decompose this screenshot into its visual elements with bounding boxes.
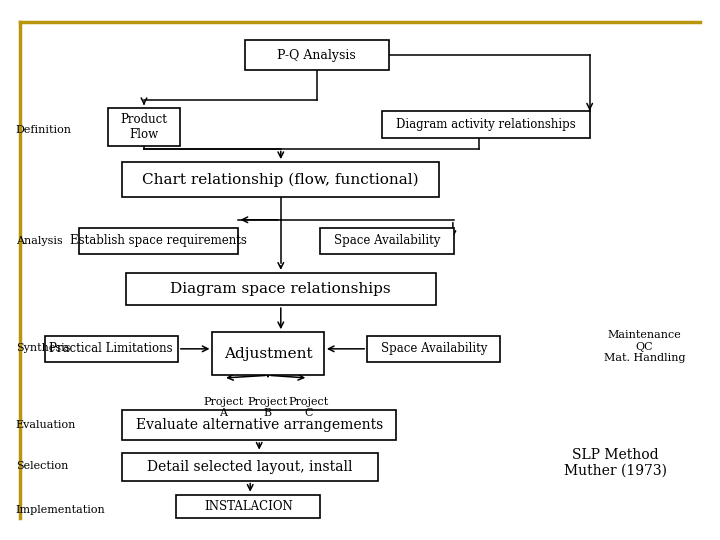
Bar <box>122 162 439 197</box>
Bar <box>245 40 389 70</box>
Bar <box>108 108 180 146</box>
Text: Project
B: Project B <box>248 397 288 418</box>
Bar <box>382 111 590 138</box>
Text: P-Q Analysis: P-Q Analysis <box>277 49 356 62</box>
Text: Space Availability: Space Availability <box>381 342 487 355</box>
Text: INSTALACION: INSTALACION <box>204 500 293 513</box>
Text: Project
A: Project A <box>203 397 243 418</box>
Text: Product
Flow: Product Flow <box>120 113 168 141</box>
Text: Analysis: Analysis <box>16 237 63 246</box>
Bar <box>367 336 500 362</box>
Text: Synthesis: Synthesis <box>16 343 71 353</box>
Bar <box>122 453 378 481</box>
Text: Adjustment: Adjustment <box>224 347 312 361</box>
Text: Definition: Definition <box>16 125 72 134</box>
Text: Evaluate alternative arrangements: Evaluate alternative arrangements <box>135 418 383 432</box>
Bar <box>212 332 324 375</box>
Bar <box>176 495 320 518</box>
Text: Establish space requirements: Establish space requirements <box>70 234 247 247</box>
Text: Diagram space relationships: Diagram space relationships <box>171 282 391 296</box>
Text: Space Availability: Space Availability <box>334 234 440 247</box>
Text: Maintenance
QC
Mat. Handling: Maintenance QC Mat. Handling <box>603 330 685 363</box>
Text: Detail selected layout, install: Detail selected layout, install <box>148 460 353 474</box>
Text: Diagram activity relationships: Diagram activity relationships <box>396 118 576 131</box>
Text: Project
C: Project C <box>288 397 328 418</box>
Bar <box>122 410 396 440</box>
Bar <box>320 228 454 254</box>
Bar <box>45 336 178 362</box>
Text: Selection: Selection <box>16 461 68 471</box>
Text: Practical Limitations: Practical Limitations <box>50 342 173 355</box>
Text: SLP Method
Muther (1973): SLP Method Muther (1973) <box>564 448 667 478</box>
Bar <box>79 228 238 254</box>
Text: Implementation: Implementation <box>16 505 106 515</box>
Bar <box>126 273 436 305</box>
Text: Chart relationship (flow, functional): Chart relationship (flow, functional) <box>143 172 419 187</box>
Text: Evaluation: Evaluation <box>16 420 76 430</box>
